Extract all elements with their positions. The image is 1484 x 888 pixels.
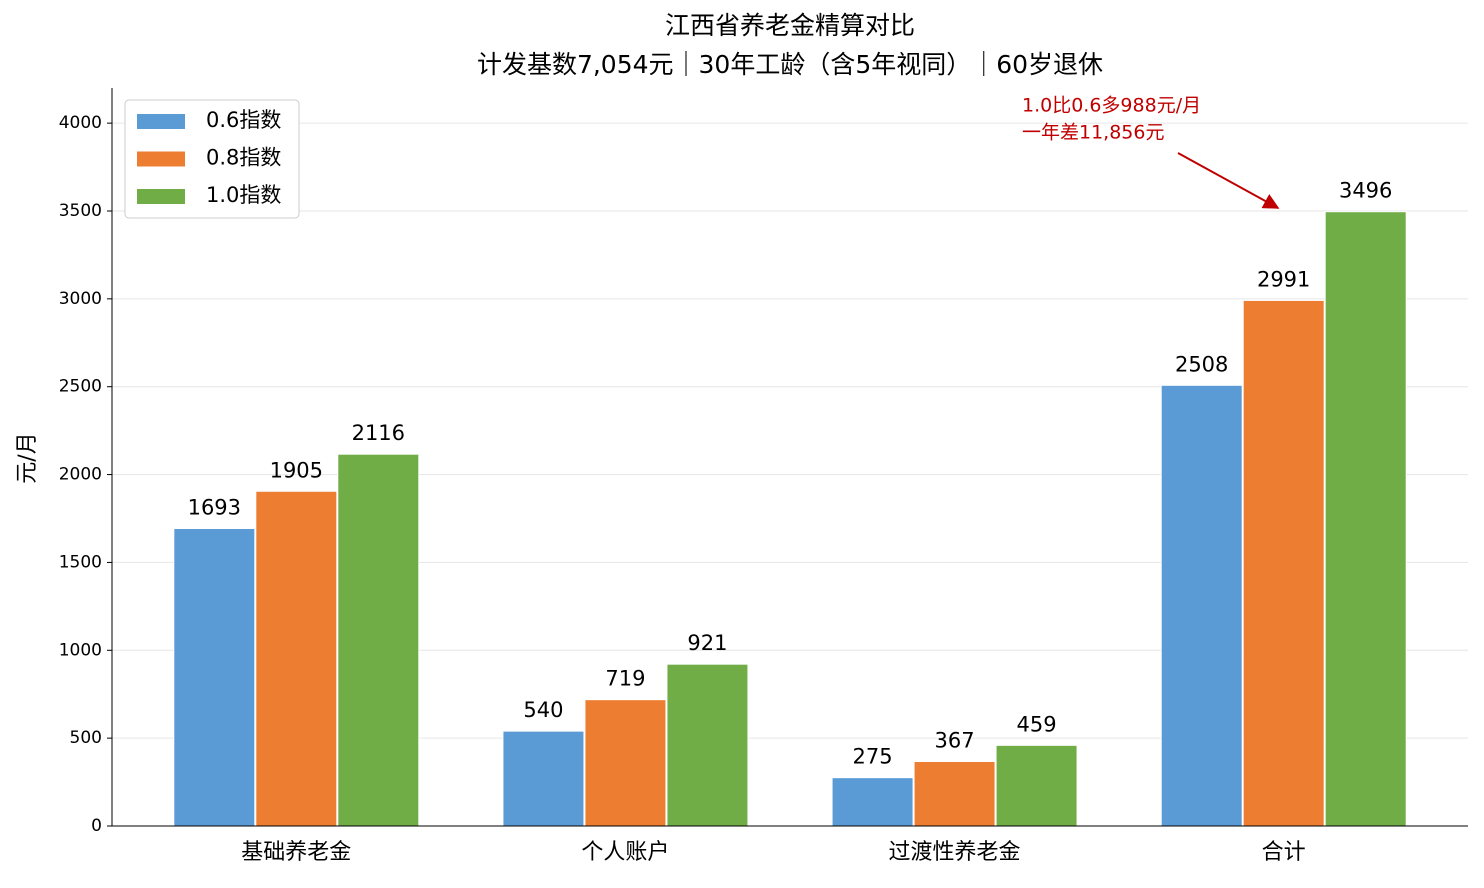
value-label: 921 xyxy=(687,631,727,655)
value-label: 459 xyxy=(1017,712,1057,736)
value-label: 2991 xyxy=(1257,267,1310,291)
bar xyxy=(913,761,996,827)
legend xyxy=(124,99,300,219)
bar xyxy=(1324,211,1407,827)
bar xyxy=(502,730,585,827)
bar xyxy=(666,663,749,827)
value-label: 1905 xyxy=(270,458,323,482)
bar xyxy=(337,453,420,827)
value-label: 3496 xyxy=(1339,179,1392,203)
bar xyxy=(173,528,256,827)
value-label: 540 xyxy=(523,698,563,722)
x-tick-label: 个人账户 xyxy=(581,840,669,865)
bar xyxy=(831,777,914,827)
bar xyxy=(1160,384,1243,827)
x-tick-label: 基础养老金 xyxy=(241,840,351,865)
y-tick-label: 1500 xyxy=(59,552,102,572)
legend-swatch xyxy=(137,114,185,129)
bar xyxy=(1242,299,1325,827)
annotation-arrow xyxy=(1177,152,1280,209)
annotation: 1.0比0.6多988元/月 xyxy=(1022,95,1201,117)
y-tick-label: 1000 xyxy=(59,640,102,660)
y-axis-label: 元/月 xyxy=(15,432,40,483)
x-tick-label: 过渡性养老金 xyxy=(889,840,1021,865)
bar xyxy=(255,490,338,827)
value-label: 2508 xyxy=(1175,352,1228,376)
annotation: 一年差11,856元 xyxy=(1022,122,1164,144)
bar xyxy=(584,699,667,827)
y-tick-label: 0 xyxy=(91,816,102,836)
legend-label: 1.0指数 xyxy=(206,183,281,207)
x-tick-label: 合计 xyxy=(1262,840,1306,865)
legend-swatch xyxy=(137,189,185,204)
value-label: 367 xyxy=(935,729,975,753)
chart-subtitle: 计发基数7,054元｜30年工龄（含5年视同）｜60岁退休 xyxy=(477,50,1103,79)
value-label: 1693 xyxy=(188,496,241,520)
y-tick-label: 3500 xyxy=(59,201,102,221)
y-tick-label: 2500 xyxy=(59,377,102,397)
y-tick-label: 3000 xyxy=(59,289,102,309)
value-label: 2116 xyxy=(352,421,405,445)
y-tick-label: 4000 xyxy=(59,113,102,133)
y-tick-label: 500 xyxy=(70,728,102,748)
legend-swatch xyxy=(137,151,185,167)
y-tick-label: 2000 xyxy=(59,465,102,485)
chart-title: 江西省养老金精算对比 xyxy=(665,11,915,40)
value-label: 719 xyxy=(605,667,645,691)
legend-label: 0.6指数 xyxy=(206,108,281,132)
bar xyxy=(995,744,1078,827)
legend-label: 0.8指数 xyxy=(206,146,281,170)
value-label: 275 xyxy=(853,745,893,769)
